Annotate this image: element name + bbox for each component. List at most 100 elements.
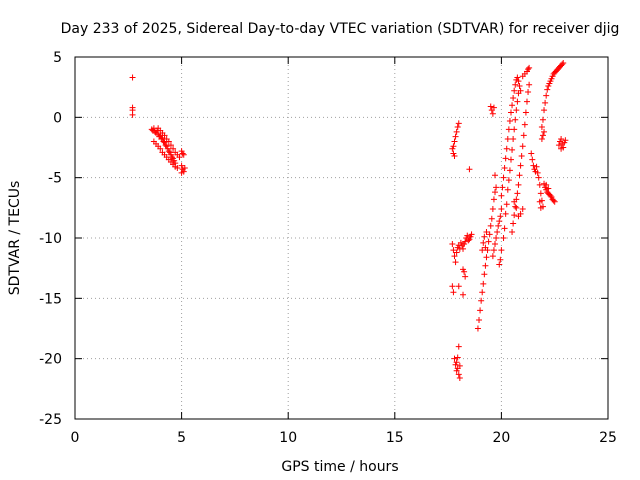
data-point bbox=[504, 136, 511, 143]
data-point bbox=[450, 143, 457, 150]
data-point bbox=[498, 192, 505, 199]
data-point bbox=[551, 198, 558, 205]
data-point bbox=[515, 181, 522, 188]
data-point bbox=[499, 184, 506, 191]
data-point bbox=[535, 174, 542, 181]
data-point bbox=[505, 177, 512, 184]
data-point bbox=[481, 233, 488, 240]
data-point bbox=[450, 247, 457, 254]
y-tick-label: -5 bbox=[48, 171, 62, 187]
data-point bbox=[519, 143, 526, 150]
data-point bbox=[504, 186, 511, 193]
data-point bbox=[544, 86, 551, 93]
data-point bbox=[477, 307, 484, 314]
data-point bbox=[460, 291, 467, 298]
data-point bbox=[545, 185, 552, 192]
data-point bbox=[460, 266, 467, 273]
data-point bbox=[503, 201, 510, 208]
data-point bbox=[522, 109, 529, 116]
data-point bbox=[520, 132, 527, 139]
data-point bbox=[451, 253, 458, 260]
data-point bbox=[492, 189, 499, 196]
data-point bbox=[558, 145, 565, 152]
data-point bbox=[498, 206, 505, 213]
data-point bbox=[174, 165, 181, 172]
data-point bbox=[517, 210, 524, 217]
data-point bbox=[466, 166, 473, 173]
data-point bbox=[483, 254, 490, 261]
data-point bbox=[449, 241, 456, 248]
data-point bbox=[492, 241, 499, 248]
data-point bbox=[489, 206, 496, 213]
data-point bbox=[157, 145, 164, 152]
data-point bbox=[559, 61, 566, 68]
data-point bbox=[162, 142, 169, 149]
data-point bbox=[486, 231, 493, 238]
data-point bbox=[178, 169, 185, 176]
data-point bbox=[506, 167, 513, 174]
data-point bbox=[528, 150, 535, 157]
data-point bbox=[181, 165, 188, 172]
data-point bbox=[502, 210, 509, 217]
data-point bbox=[490, 247, 497, 254]
point-layer bbox=[129, 60, 569, 381]
data-point bbox=[170, 145, 177, 152]
data-point bbox=[454, 123, 461, 130]
data-point bbox=[160, 138, 167, 145]
data-point bbox=[519, 206, 526, 213]
data-point bbox=[502, 155, 509, 162]
data-point bbox=[562, 137, 569, 144]
x-tick-label: 25 bbox=[599, 430, 617, 446]
y-tick-label: -20 bbox=[39, 352, 62, 368]
data-point bbox=[474, 325, 481, 332]
data-point bbox=[479, 289, 486, 296]
data-point bbox=[455, 120, 462, 127]
data-point bbox=[514, 190, 521, 197]
data-point bbox=[169, 154, 176, 161]
data-point bbox=[543, 181, 550, 188]
x-tick-label: 15 bbox=[386, 430, 404, 446]
data-point bbox=[518, 152, 525, 159]
data-point bbox=[500, 174, 507, 181]
data-point bbox=[487, 103, 494, 110]
data-point bbox=[507, 156, 514, 163]
data-point bbox=[555, 142, 562, 149]
data-point bbox=[450, 289, 457, 296]
data-point bbox=[465, 237, 472, 244]
data-point bbox=[547, 192, 554, 199]
data-point bbox=[462, 273, 469, 280]
data-point bbox=[513, 107, 520, 114]
data-point bbox=[452, 133, 459, 140]
data-point bbox=[455, 283, 462, 290]
data-point bbox=[496, 218, 503, 225]
x-tick-label: 20 bbox=[492, 430, 510, 446]
data-point bbox=[506, 117, 513, 124]
data-point bbox=[537, 204, 544, 211]
data-point bbox=[539, 116, 546, 123]
data-point bbox=[493, 184, 500, 191]
data-point bbox=[488, 215, 495, 222]
data-point bbox=[542, 99, 549, 106]
grid-layer bbox=[75, 57, 608, 419]
data-point bbox=[481, 271, 488, 278]
data-point bbox=[129, 111, 136, 118]
data-point bbox=[537, 190, 544, 197]
data-point bbox=[176, 154, 183, 161]
data-point bbox=[498, 247, 505, 254]
data-point bbox=[180, 151, 187, 158]
data-point bbox=[165, 138, 172, 145]
data-point bbox=[512, 81, 519, 88]
data-point bbox=[511, 198, 518, 205]
y-axis-label: SDTVAR / TECUs bbox=[7, 181, 23, 296]
data-point bbox=[530, 162, 537, 169]
x-axis-label: GPS time / hours bbox=[281, 459, 398, 475]
data-point bbox=[541, 128, 548, 135]
x-tick-label: 10 bbox=[279, 430, 297, 446]
data-point bbox=[533, 163, 540, 170]
data-point bbox=[487, 222, 494, 229]
data-point bbox=[492, 172, 499, 179]
data-point bbox=[161, 132, 168, 139]
data-point bbox=[478, 297, 485, 304]
data-point bbox=[511, 212, 518, 219]
data-point bbox=[453, 249, 460, 256]
